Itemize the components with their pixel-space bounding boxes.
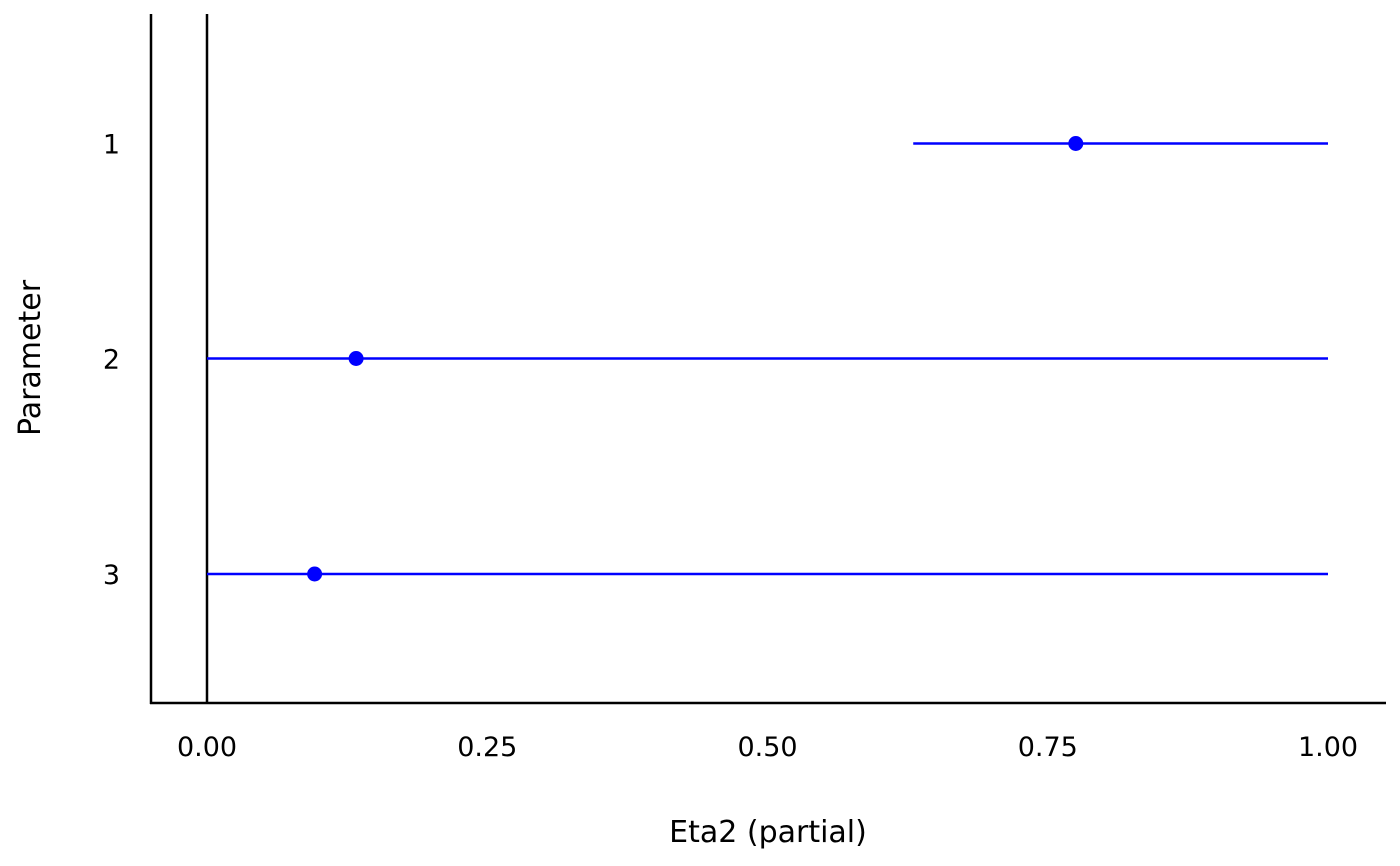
y-tick-label-3: 3 xyxy=(103,560,120,591)
y-axis-title: Parameter xyxy=(13,279,48,436)
x-axis-title: Eta2 (partial) xyxy=(669,815,867,850)
y-tick-label-1: 1 xyxy=(103,130,120,161)
y-tick-label-2: 2 xyxy=(103,345,120,376)
x-tick-labels: 0.00 0.25 0.50 0.75 1.00 xyxy=(177,732,1358,763)
plot-area xyxy=(205,14,1328,704)
x-tick-label: 1.00 xyxy=(1298,732,1358,763)
x-tick-label: 0.50 xyxy=(737,732,797,763)
x-tick-label: 0.75 xyxy=(1018,732,1078,763)
y-tick-labels: 1 2 3 xyxy=(103,130,120,592)
x-tick-label: 0.00 xyxy=(177,732,237,763)
estimate-point-2 xyxy=(348,351,364,366)
estimate-point-1 xyxy=(1068,136,1084,151)
x-tick-label: 0.25 xyxy=(457,732,517,763)
estimate-point-3 xyxy=(307,566,323,582)
